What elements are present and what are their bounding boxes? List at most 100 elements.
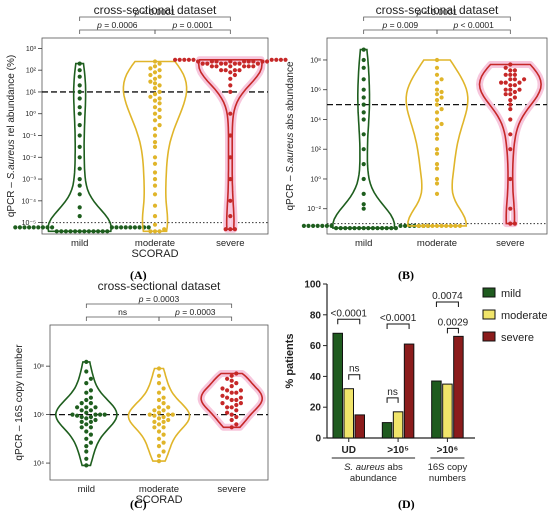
significance-label: p = 0.009 (381, 20, 418, 30)
data-point-severe (229, 390, 234, 395)
data-point-mild (27, 225, 32, 230)
x-axis-label: SCORAD (131, 248, 178, 260)
data-point-severe (229, 384, 234, 389)
data-point-severe (278, 57, 283, 62)
data-point-moderate (152, 419, 157, 424)
data-point-moderate (434, 162, 440, 167)
data-point-severe (228, 64, 233, 69)
data-point-mild (77, 192, 82, 197)
data-point-severe (251, 64, 256, 69)
chart-title: cross-sectional dataset (98, 279, 221, 293)
data-point-mild (77, 123, 82, 128)
data-point-mild (91, 229, 96, 234)
data-point-moderate (434, 110, 440, 115)
bar-moderate (392, 411, 404, 439)
data-point-moderate (166, 412, 171, 417)
data-point-moderate (152, 133, 158, 138)
data-point-severe (220, 401, 225, 406)
data-point-mild (77, 133, 82, 138)
data-point-mild (361, 57, 366, 63)
significance-label: 0.0074 (432, 291, 463, 302)
y-tick-label: 10⁰ (310, 175, 321, 183)
data-point-moderate (152, 81, 158, 86)
violin-outline-mild (47, 62, 113, 233)
data-point-severe (508, 77, 513, 82)
data-point-severe (508, 107, 513, 112)
data-point-mild (22, 225, 27, 230)
data-point-moderate (152, 140, 158, 145)
data-point-severe (238, 388, 243, 393)
data-point-severe (186, 57, 191, 62)
data-point-mild (84, 397, 89, 403)
data-point-mild (393, 226, 398, 231)
significance-label: p < 0.0001 (416, 7, 458, 17)
y-tick-label: 10³ (26, 46, 37, 53)
data-point-moderate (161, 440, 166, 445)
data-point-moderate (152, 183, 158, 188)
data-point-moderate (152, 408, 157, 413)
group-label-16s-line2: numbers (429, 473, 466, 484)
data-point-moderate (157, 96, 162, 101)
data-point-severe (517, 87, 522, 92)
data-point-severe (229, 397, 234, 403)
data-point-severe (229, 412, 234, 417)
data-point-moderate (156, 390, 162, 395)
data-point-severe (246, 64, 251, 69)
significance-bracket (337, 318, 361, 325)
data-point-mild (84, 369, 89, 374)
data-point-moderate (156, 366, 162, 371)
data-point-mild (389, 226, 394, 231)
data-point-moderate (156, 444, 162, 449)
data-point-moderate (416, 223, 421, 228)
data-point-moderate (156, 459, 162, 464)
data-point-moderate (421, 223, 426, 228)
data-point-mild (13, 225, 18, 230)
data-point-severe (214, 59, 219, 64)
y-axis-label: qPCR – S.aureus rel abundance (%) (6, 55, 17, 217)
significance-bracket (85, 303, 233, 308)
data-point-mild (77, 229, 82, 234)
x-category-label: moderate (417, 238, 457, 249)
data-point-moderate (156, 453, 162, 458)
data-point-moderate (152, 177, 158, 182)
data-point-mild (79, 401, 84, 406)
data-point-moderate (161, 401, 166, 406)
data-point-severe (234, 371, 239, 376)
data-point-severe (508, 221, 513, 226)
data-point-moderate (434, 176, 440, 182)
y-tick-label: 10⁻² (22, 155, 36, 162)
data-point-severe (265, 59, 270, 64)
data-point-severe (228, 70, 233, 75)
y-tick-label: 60 (310, 341, 322, 352)
data-point-mild (77, 144, 82, 149)
data-point-mild (77, 89, 82, 94)
data-point-mild (361, 206, 366, 211)
data-point-severe (508, 87, 513, 92)
data-point-mild (77, 96, 82, 101)
data-point-moderate (434, 136, 440, 141)
data-point-mild (77, 183, 82, 188)
data-point-mild (361, 226, 366, 231)
data-point-severe (229, 425, 234, 430)
data-point-moderate (152, 86, 158, 91)
data-point-moderate (156, 397, 162, 403)
data-point-mild (361, 147, 366, 152)
data-point-severe (508, 62, 513, 67)
x-category-label: >10⁶ (437, 445, 459, 456)
data-point-moderate (156, 373, 162, 378)
panel-label-d: (D) (398, 497, 415, 511)
data-point-severe (255, 61, 260, 66)
data-point-moderate (157, 115, 162, 120)
data-point-mild (77, 155, 82, 160)
data-point-moderate (157, 101, 162, 106)
data-point-mild (403, 223, 408, 228)
data-point-severe (269, 57, 274, 62)
data-point-moderate (161, 395, 166, 400)
data-point-mild (320, 223, 325, 228)
data-point-severe (503, 65, 508, 70)
data-point-severe (234, 381, 239, 386)
significance-label: p = 0.0006 (96, 20, 138, 30)
data-point-mild (329, 223, 334, 228)
data-point-severe (508, 206, 513, 211)
data-point-mild (84, 463, 89, 468)
